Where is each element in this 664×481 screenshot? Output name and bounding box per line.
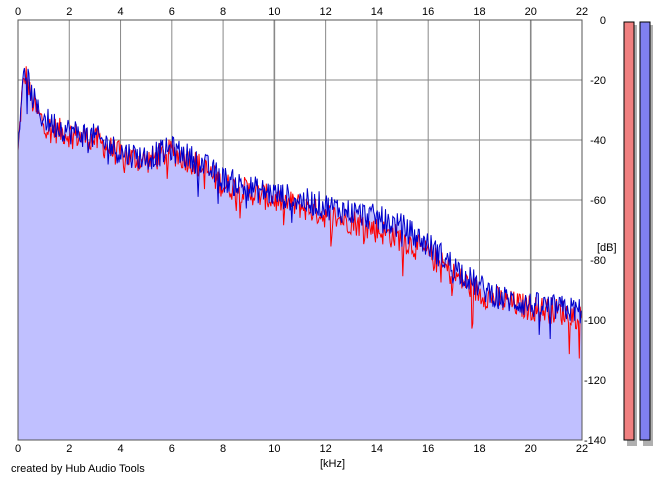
x-tick-labels-top: 0 2 4 6 8 10 12 14 16 18 20 22	[15, 6, 588, 18]
x-tick-label-bottom: 22	[576, 443, 588, 455]
x-tick-label-bottom: 18	[473, 443, 485, 455]
x-tick-label-bottom: 14	[371, 443, 383, 455]
series-line-2	[17, 67, 583, 340]
x-tick-label-top: 6	[169, 6, 175, 18]
x-tick-label-top: 2	[66, 6, 72, 18]
x-tick-label-bottom: 2	[66, 443, 72, 455]
x-tick-label-bottom: 6	[169, 443, 175, 455]
x-tick-label-top: 4	[117, 6, 123, 18]
y-axis-label: [dB]	[597, 242, 617, 254]
credit-text: created by Hub Audio Tools	[11, 463, 145, 475]
y-tick-labels: 0 -20 -40 -60 -80 -100 -120 -140	[584, 15, 606, 447]
y-tick-label: -40	[590, 135, 606, 147]
x-tick-label-top: 18	[473, 6, 485, 18]
level-meters	[623, 21, 653, 446]
x-tick-label-bottom: 12	[320, 443, 332, 455]
x-tick-label-bottom: 16	[422, 443, 434, 455]
x-tick-label-bottom: 10	[268, 443, 280, 455]
x-tick-label-top: 12	[320, 6, 332, 18]
x-tick-label-top: 22	[576, 6, 588, 18]
x-tick-label-bottom: 0	[15, 443, 21, 455]
y-tick-label: -140	[584, 435, 606, 447]
x-tick-label-top: 14	[371, 6, 383, 18]
spectrum-series	[17, 66, 583, 359]
level-meter-1	[623, 21, 635, 441]
y-tick-label: 0	[600, 15, 606, 27]
x-tick-label-bottom: 20	[525, 443, 537, 455]
level-meter-2	[639, 21, 651, 441]
x-tick-label-bottom: 8	[220, 443, 226, 455]
y-tick-label: -60	[590, 195, 606, 207]
x-axis-label: [kHz]	[320, 458, 345, 470]
x-tick-label-top: 16	[422, 6, 434, 18]
x-tick-labels-bottom: 0 2 4 6 8 10 12 14 16 18 20 22	[15, 443, 588, 455]
series-line-1	[17, 66, 583, 359]
x-tick-label-bottom: 4	[117, 443, 123, 455]
x-tick-label-top: 8	[220, 6, 226, 18]
x-tick-label-top: 20	[525, 6, 537, 18]
y-tick-label: -120	[584, 375, 606, 387]
plot-border	[17, 19, 583, 441]
x-tick-label-top: 10	[268, 6, 280, 18]
y-tick-label: -100	[584, 315, 606, 327]
y-tick-label: -80	[590, 255, 606, 267]
plot-frame	[17, 19, 583, 441]
x-tick-label-top: 0	[15, 6, 21, 18]
y-tick-label: -20	[590, 75, 606, 87]
